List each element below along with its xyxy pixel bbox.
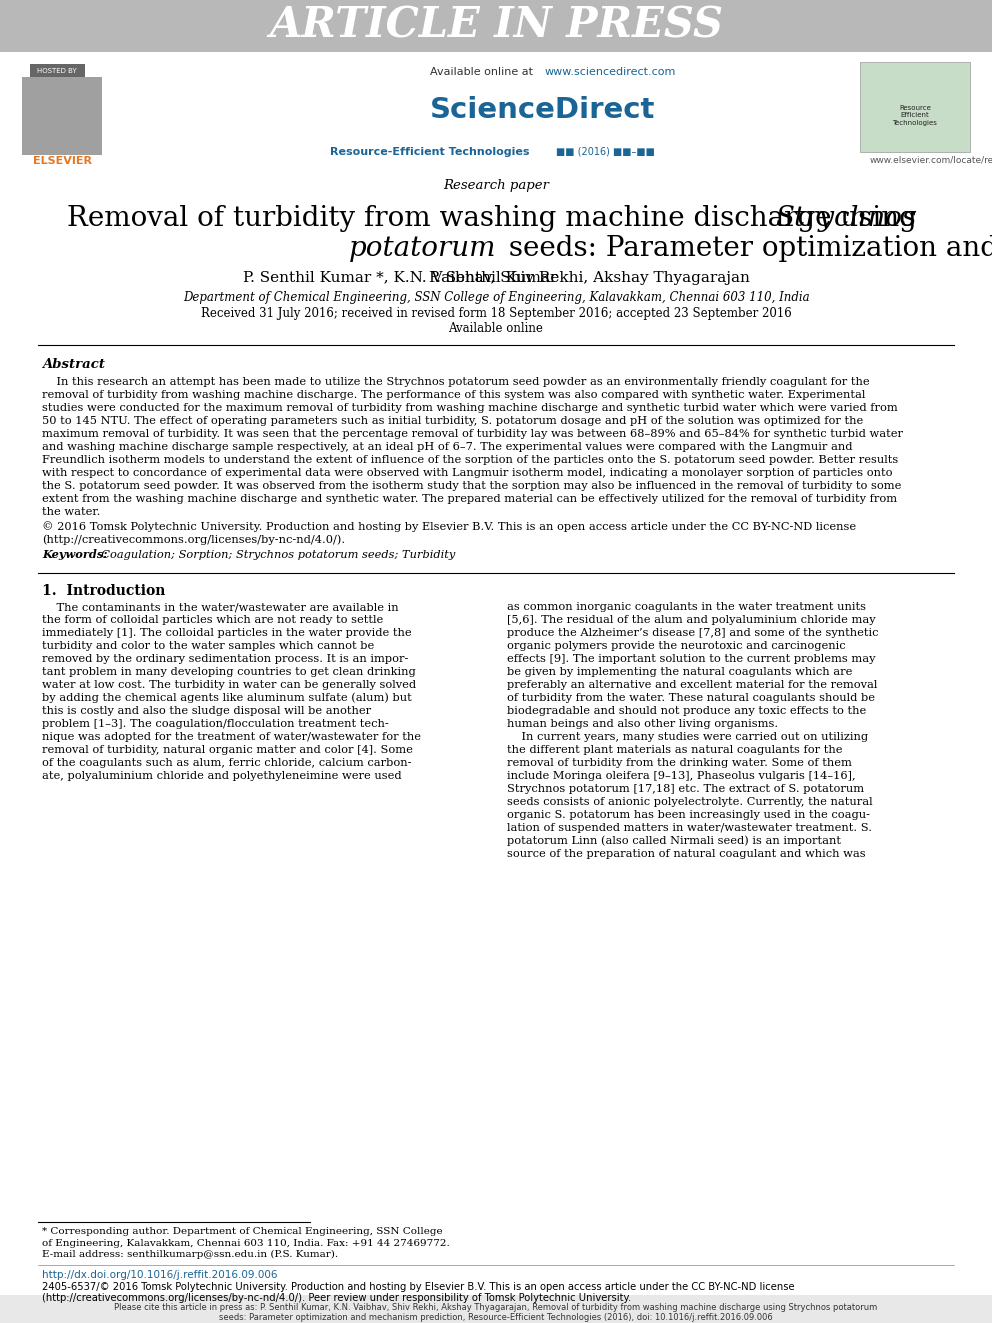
Text: In this research an attempt has been made to utilize the Strychnos potatorum see: In this research an attempt has been mad… [42, 377, 870, 388]
Text: Available online: Available online [448, 321, 544, 335]
Text: of the coagulants such as alum, ferric chloride, calcium carbon-: of the coagulants such as alum, ferric c… [42, 758, 412, 767]
Text: studies were conducted for the maximum removal of turbidity from washing machine: studies were conducted for the maximum r… [42, 404, 898, 413]
Text: HOSTED BY: HOSTED BY [37, 67, 76, 74]
Text: potatorum Linn (also called Nirmali seed) is an important: potatorum Linn (also called Nirmali seed… [507, 836, 841, 847]
Text: E-mail address: senthilkumarp@ssn.edu.in (P.S. Kumar).: E-mail address: senthilkumarp@ssn.edu.in… [42, 1249, 338, 1258]
Text: human beings and also other living organisms.: human beings and also other living organ… [507, 718, 778, 729]
Text: of Engineering, Kalavakkam, Chennai 603 110, India. Fax: +91 44 27469772.: of Engineering, Kalavakkam, Chennai 603 … [42, 1238, 449, 1248]
Text: turbidity and color to the water samples which cannot be: turbidity and color to the water samples… [42, 642, 374, 651]
Text: ARTICLE IN PRESS: ARTICLE IN PRESS [269, 5, 723, 48]
Text: seeds: Parameter optimization and mechanism prediction, Resource-Efficient Techn: seeds: Parameter optimization and mechan… [219, 1314, 773, 1323]
Text: the water.: the water. [42, 507, 100, 517]
Text: water at low cost. The turbidity in water can be generally solved: water at low cost. The turbidity in wate… [42, 680, 416, 691]
Text: extent from the washing machine discharge and synthetic water. The prepared mate: extent from the washing machine discharg… [42, 493, 897, 504]
Text: Received 31 July 2016; received in revised form 18 September 2016; accepted 23 S: Received 31 July 2016; received in revis… [200, 307, 792, 320]
Text: Resource-Efficient Technologies: Resource-Efficient Technologies [330, 147, 530, 157]
Text: organic S. potatorum has been increasingly used in the coagu-: organic S. potatorum has been increasing… [507, 810, 870, 820]
Text: Removal of turbidity from washing machine discharge using: Removal of turbidity from washing machin… [66, 205, 926, 232]
Bar [860, 62, 970, 152]
Text: the form of colloidal particles which are not ready to settle: the form of colloidal particles which ar… [42, 615, 383, 624]
Text: Resource
Efficient
Technologies: Resource Efficient Technologies [893, 105, 937, 126]
Text: the S. potatorum seed powder. It was observed from the isotherm study that the s: the S. potatorum seed powder. It was obs… [42, 482, 902, 491]
Text: Coagulation; Sorption; Strychnos potatorum seeds; Turbidity: Coagulation; Sorption; Strychnos potator… [94, 550, 455, 560]
Text: Available online at: Available online at [430, 67, 537, 77]
Text: http://dx.doi.org/10.1016/j.reffit.2016.09.006: http://dx.doi.org/10.1016/j.reffit.2016.… [42, 1270, 278, 1279]
Text: 2405-6537/© 2016 Tomsk Polytechnic University. Production and hosting by Elsevie: 2405-6537/© 2016 Tomsk Polytechnic Unive… [42, 1282, 795, 1293]
Text: Please cite this article in press as: P. Senthil Kumar, K.N. Vaibhav, Shiv Rekhi: Please cite this article in press as: P.… [114, 1303, 878, 1312]
Text: Strychnos: Strychnos [775, 205, 917, 232]
Text: www.sciencedirect.com: www.sciencedirect.com [545, 67, 677, 77]
Text: Freundlich isotherm models to understand the extent of influence of the sorption: Freundlich isotherm models to understand… [42, 455, 898, 464]
Text: tant problem in many developing countries to get clean drinking: tant problem in many developing countrie… [42, 667, 416, 677]
Text: The contaminants in the water/wastewater are available in: The contaminants in the water/wastewater… [42, 602, 399, 613]
Bar [22, 77, 102, 155]
Text: problem [1–3]. The coagulation/flocculation treatment tech-: problem [1–3]. The coagulation/flocculat… [42, 718, 389, 729]
Text: Abstract: Abstract [42, 359, 105, 372]
Text: seeds consists of anionic polyelectrolyte. Currently, the natural: seeds consists of anionic polyelectrolyt… [507, 796, 873, 807]
Text: the different plant materials as natural coagulants for the: the different plant materials as natural… [507, 745, 842, 755]
Text: preferably an alternative and excellent material for the removal: preferably an alternative and excellent … [507, 680, 877, 691]
Text: removal of turbidity from the drinking water. Some of them: removal of turbidity from the drinking w… [507, 758, 852, 767]
Text: Strychnos potatorum [17,18] etc. The extract of S. potatorum: Strychnos potatorum [17,18] etc. The ext… [507, 785, 864, 794]
Text: [5,6]. The residual of the alum and polyaluminium chloride may: [5,6]. The residual of the alum and poly… [507, 615, 876, 624]
Text: lation of suspended matters in water/wastewater treatment. S.: lation of suspended matters in water/was… [507, 823, 872, 833]
Text: Department of Chemical Engineering, SSN College of Engineering, Kalavakkam, Chen: Department of Chemical Engineering, SSN … [183, 291, 809, 304]
Text: P. Senthil Kumar: P. Senthil Kumar [430, 271, 562, 284]
Text: (http://creativecommons.org/licenses/by-nc-nd/4.0/). Peer review under responsib: (http://creativecommons.org/licenses/by-… [42, 1293, 631, 1303]
Bar [30, 64, 85, 78]
Text: ate, polyaluminium chloride and polyethyleneimine were used: ate, polyaluminium chloride and polyethy… [42, 771, 402, 781]
Text: removal of turbidity from washing machine discharge. The performance of this sys: removal of turbidity from washing machin… [42, 390, 865, 400]
Text: of turbidity from the water. These natural coagulants should be: of turbidity from the water. These natur… [507, 693, 875, 703]
Bar [0, 0, 992, 52]
Text: Research paper: Research paper [443, 179, 549, 192]
Text: removal of turbidity, natural organic matter and color [4]. Some: removal of turbidity, natural organic ma… [42, 745, 413, 755]
Text: source of the preparation of natural coagulant and which was: source of the preparation of natural coa… [507, 849, 866, 859]
Text: In current years, many studies were carried out on utilizing: In current years, many studies were carr… [507, 732, 868, 742]
Text: www.elsevier.com/locate/reffit: www.elsevier.com/locate/reffit [870, 156, 992, 164]
Text: Keywords:: Keywords: [42, 549, 107, 561]
Text: effects [9]. The important solution to the current problems may: effects [9]. The important solution to t… [507, 654, 876, 664]
Text: ScienceDirect: ScienceDirect [430, 97, 656, 124]
Text: nique was adopted for the treatment of water/wastewater for the: nique was adopted for the treatment of w… [42, 732, 421, 742]
Text: ELSEVIER: ELSEVIER [33, 156, 91, 165]
Text: seeds: Parameter optimization and mechanism prediction: seeds: Parameter optimization and mechan… [500, 234, 992, 262]
Text: potatorum: potatorum [348, 234, 496, 262]
Text: this is costly and also the sludge disposal will be another: this is costly and also the sludge dispo… [42, 706, 371, 716]
Text: maximum removal of turbidity. It was seen that the percentage removal of turbidi: maximum removal of turbidity. It was see… [42, 429, 903, 439]
Text: 50 to 145 NTU. The effect of operating parameters such as initial turbidity, S. : 50 to 145 NTU. The effect of operating p… [42, 415, 863, 426]
Text: with respect to concordance of experimental data were observed with Langmuir iso: with respect to concordance of experimen… [42, 468, 893, 478]
Text: include Moringa oleifera [9–13], Phaseolus vulgaris [14–16],: include Moringa oleifera [9–13], Phaseol… [507, 771, 856, 781]
Text: P. Senthil Kumar *, K.N. Vaibhav, Shiv Rekhi, Akshay Thyagarajan: P. Senthil Kumar *, K.N. Vaibhav, Shiv R… [243, 271, 749, 284]
Text: removed by the ordinary sedimentation process. It is an impor-: removed by the ordinary sedimentation pr… [42, 654, 409, 664]
Text: © 2016 Tomsk Polytechnic University. Production and hosting by Elsevier B.V. Thi: © 2016 Tomsk Polytechnic University. Pro… [42, 521, 856, 532]
Text: produce the Alzheimer’s disease [7,8] and some of the synthetic: produce the Alzheimer’s disease [7,8] an… [507, 628, 879, 638]
Text: * Corresponding author. Department of Chemical Engineering, SSN College: * Corresponding author. Department of Ch… [42, 1228, 442, 1237]
Text: 1.  Introduction: 1. Introduction [42, 583, 166, 598]
Bar [0, 1295, 992, 1323]
Text: biodegradable and should not produce any toxic effects to the: biodegradable and should not produce any… [507, 706, 866, 716]
Text: immediately [1]. The colloidal particles in the water provide the: immediately [1]. The colloidal particles… [42, 628, 412, 638]
Text: organic polymers provide the neurotoxic and carcinogenic: organic polymers provide the neurotoxic … [507, 642, 845, 651]
Text: by adding the chemical agents like aluminum sulfate (alum) but: by adding the chemical agents like alumi… [42, 693, 412, 704]
Text: be given by implementing the natural coagulants which are: be given by implementing the natural coa… [507, 667, 852, 677]
Text: as common inorganic coagulants in the water treatment units: as common inorganic coagulants in the wa… [507, 602, 866, 613]
Text: and washing machine discharge sample respectively, at an ideal pH of 6–7. The ex: and washing machine discharge sample res… [42, 442, 852, 452]
Text: (http://creativecommons.org/licenses/by-nc-nd/4.0/).: (http://creativecommons.org/licenses/by-… [42, 534, 345, 545]
Text: ■■ (2016) ■■–■■: ■■ (2016) ■■–■■ [556, 147, 655, 157]
